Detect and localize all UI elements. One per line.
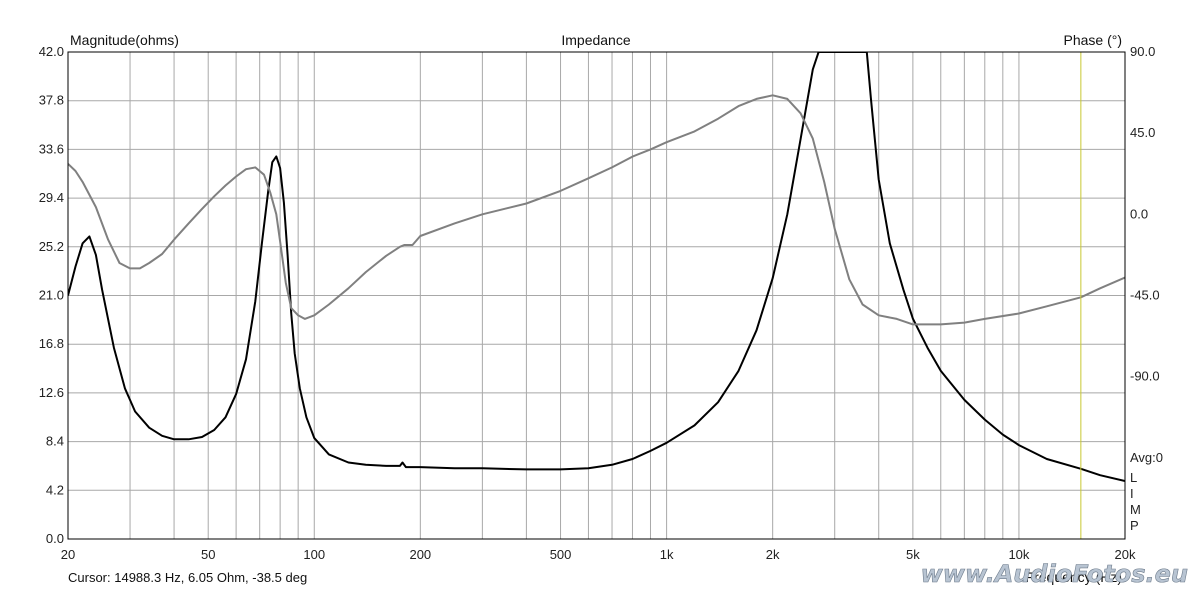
watermark: www.AudioFotos.eu xyxy=(921,560,1188,588)
cursor-readout: Cursor: 14988.3 Hz, 6.05 Ohm, -38.5 deg xyxy=(68,570,307,585)
phase-line xyxy=(68,94,1125,326)
left-tick-label: 25.2 xyxy=(39,239,64,254)
x-axis-ticks: 20 50 100 200 500 1k 2k 5k 10k 20k xyxy=(61,547,1136,562)
x-tick-label: 2k xyxy=(766,547,780,562)
x-tick-label: 5k xyxy=(906,547,920,562)
right-tick-label: -90.0 xyxy=(1130,369,1160,384)
x-tick-label: 500 xyxy=(550,547,572,562)
x-tick-label: 20 xyxy=(61,547,75,562)
left-tick-label: 29.4 xyxy=(39,190,64,205)
right-tick-label: Avg:0 xyxy=(1130,450,1163,465)
left-tick-label: 4.2 xyxy=(46,482,64,497)
left-axis-ticks: 0.0 4.2 8.4 12.6 16.8 21.0 25.2 29.4 33.6 37.8 42.… xyxy=(39,44,64,546)
plot-frame xyxy=(67,51,1126,540)
legend-letter: I xyxy=(1130,486,1134,501)
x-tick-label: 20k xyxy=(1115,547,1136,562)
right-tick-label: 45.0 xyxy=(1130,125,1155,140)
left-tick-label: 8.4 xyxy=(46,434,64,449)
left-tick-label: 16.8 xyxy=(39,336,64,351)
series-layer xyxy=(68,52,1125,482)
legend-letter: M xyxy=(1130,502,1141,517)
right-tick-label: -45.0 xyxy=(1130,288,1160,303)
left-tick-label: 21.0 xyxy=(39,288,64,303)
legend-letter: L xyxy=(1130,470,1137,485)
right-tick-label: 0.0 xyxy=(1130,206,1148,221)
legend-letter: P xyxy=(1130,518,1139,533)
left-tick-label: 42.0 xyxy=(39,44,64,59)
right-axis-label: Phase (°) xyxy=(1063,32,1122,48)
x-tick-label: 50 xyxy=(201,547,215,562)
x-tick-label: 200 xyxy=(409,547,431,562)
x-tick-label: 10k xyxy=(1008,547,1029,562)
x-axis-label: Frequency (Hz) xyxy=(1026,569,1122,585)
left-tick-label: 0.0 xyxy=(46,531,64,546)
left-axis-label: Magnitude(ohms) xyxy=(70,32,179,48)
magnitude-line xyxy=(68,52,1125,482)
x-tick-label: 1k xyxy=(660,547,674,562)
grid xyxy=(68,52,1125,539)
chart-title: Impedance xyxy=(561,32,630,48)
left-tick-label: 37.8 xyxy=(39,93,64,108)
right-axis-ticks: 90.0 45.0 0.0 -45.0 -90.0 Avg:0 xyxy=(1130,44,1163,465)
left-tick-label: 33.6 xyxy=(39,141,64,156)
right-tick-label: 90.0 xyxy=(1130,44,1155,59)
x-tick-label: 100 xyxy=(303,547,325,562)
left-tick-label: 12.6 xyxy=(39,385,64,400)
